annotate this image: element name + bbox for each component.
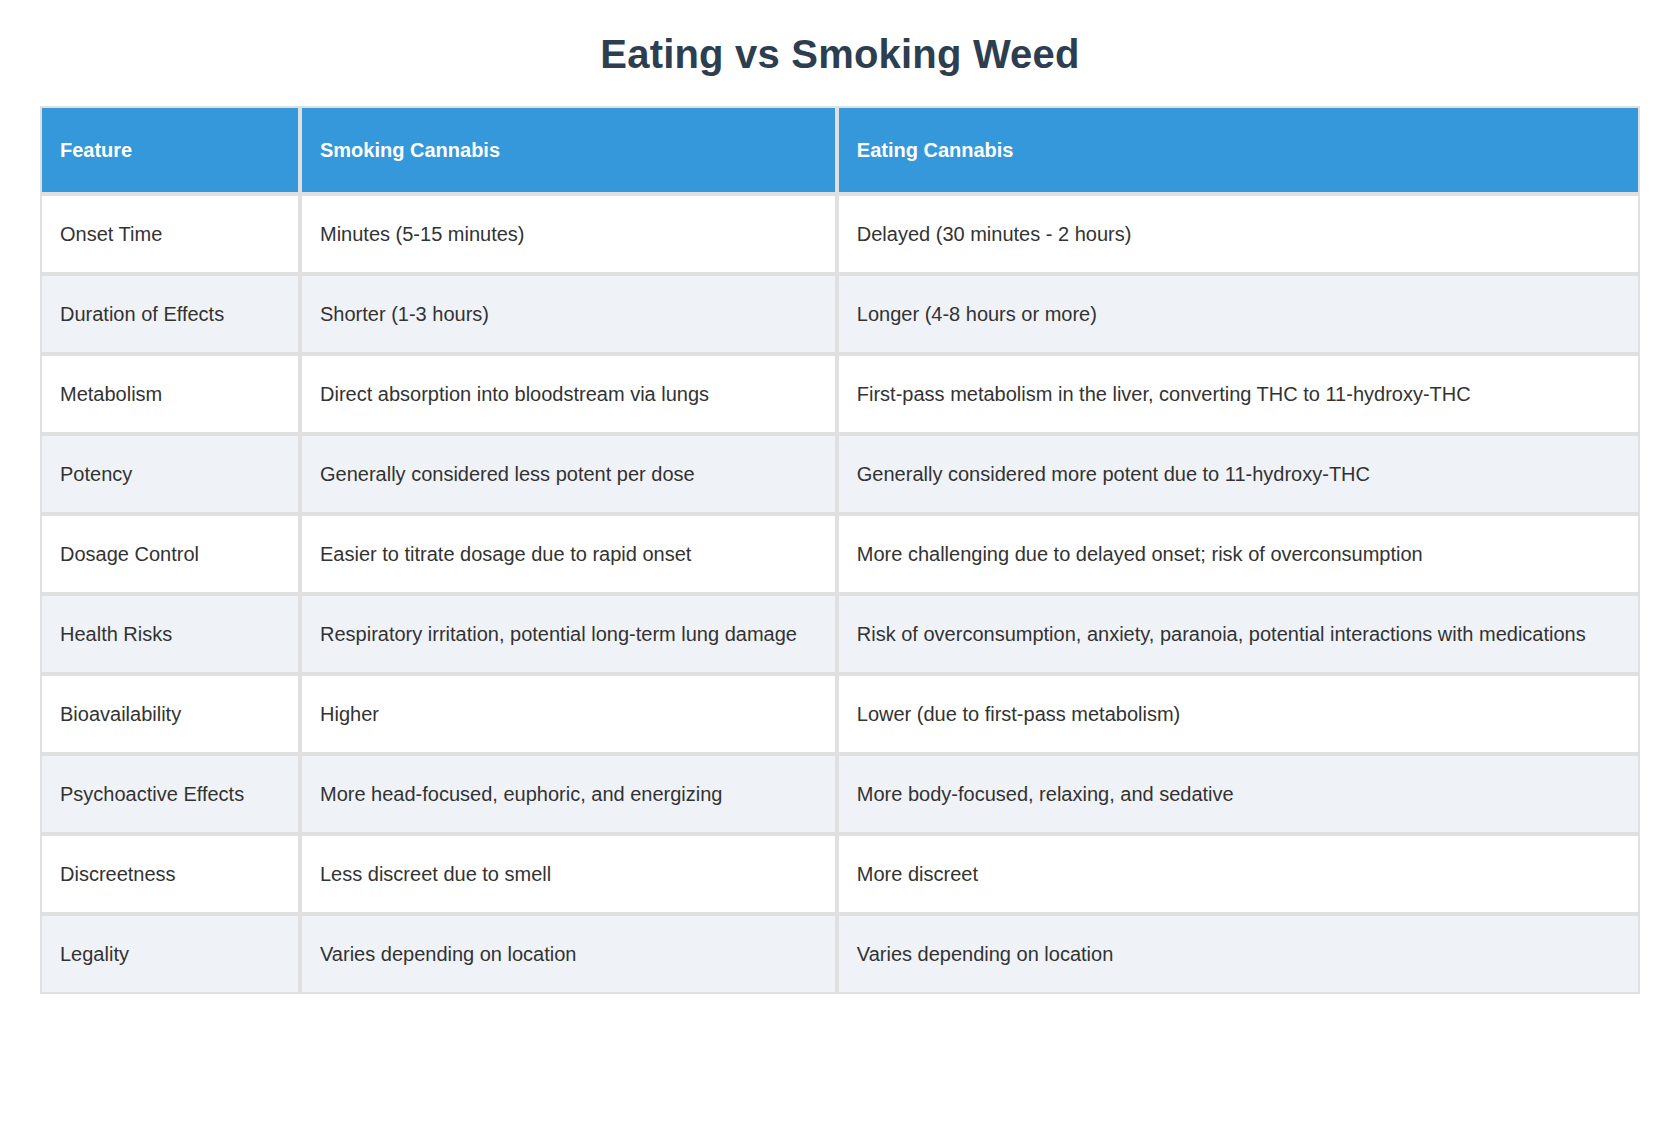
cell-feature: Metabolism <box>40 354 300 434</box>
cell-eating: Risk of overconsumption, anxiety, parano… <box>837 594 1640 674</box>
table-row: LegalityVaries depending on locationVari… <box>40 914 1640 994</box>
table-row: MetabolismDirect absorption into bloodst… <box>40 354 1640 434</box>
cell-eating: Lower (due to first-pass metabolism) <box>837 674 1640 754</box>
cell-smoking: Higher <box>300 674 837 754</box>
cell-feature: Potency <box>40 434 300 514</box>
cell-smoking: Easier to titrate dosage due to rapid on… <box>300 514 837 594</box>
cell-feature: Bioavailability <box>40 674 300 754</box>
cell-feature: Health Risks <box>40 594 300 674</box>
cell-smoking: More head-focused, euphoric, and energiz… <box>300 754 837 834</box>
column-header-feature: Feature <box>40 106 300 194</box>
cell-smoking: Generally considered less potent per dos… <box>300 434 837 514</box>
cell-eating: First-pass metabolism in the liver, conv… <box>837 354 1640 434</box>
cell-feature: Onset Time <box>40 194 300 274</box>
cell-smoking: Shorter (1-3 hours) <box>300 274 837 354</box>
cell-smoking: Less discreet due to smell <box>300 834 837 914</box>
cell-feature: Dosage Control <box>40 514 300 594</box>
table-row: Duration of EffectsShorter (1-3 hours)Lo… <box>40 274 1640 354</box>
cell-smoking: Minutes (5-15 minutes) <box>300 194 837 274</box>
table-row: BioavailabilityHigherLower (due to first… <box>40 674 1640 754</box>
cell-feature: Duration of Effects <box>40 274 300 354</box>
page: Eating vs Smoking Weed Feature Smoking C… <box>0 30 1680 1128</box>
cell-smoking: Varies depending on location <box>300 914 837 994</box>
cell-eating: Generally considered more potent due to … <box>837 434 1640 514</box>
cell-eating: More body-focused, relaxing, and sedativ… <box>837 754 1640 834</box>
cell-eating: More challenging due to delayed onset; r… <box>837 514 1640 594</box>
table-row: Onset TimeMinutes (5-15 minutes)Delayed … <box>40 194 1640 274</box>
cell-eating: Varies depending on location <box>837 914 1640 994</box>
cell-eating: Delayed (30 minutes - 2 hours) <box>837 194 1640 274</box>
cell-eating: Longer (4-8 hours or more) <box>837 274 1640 354</box>
cell-feature: Legality <box>40 914 300 994</box>
table-row: DiscreetnessLess discreet due to smellMo… <box>40 834 1640 914</box>
cell-smoking: Respiratory irritation, potential long-t… <box>300 594 837 674</box>
column-header-eating-cannabis: Eating Cannabis <box>837 106 1640 194</box>
comparison-table: Feature Smoking Cannabis Eating Cannabis… <box>40 106 1640 994</box>
column-header-smoking-cannabis: Smoking Cannabis <box>300 106 837 194</box>
table-row: PotencyGenerally considered less potent … <box>40 434 1640 514</box>
table-row: Dosage ControlEasier to titrate dosage d… <box>40 514 1640 594</box>
table-row: Health RisksRespiratory irritation, pote… <box>40 594 1640 674</box>
header-row: Feature Smoking Cannabis Eating Cannabis <box>40 106 1640 194</box>
page-title: Eating vs Smoking Weed <box>0 30 1680 78</box>
cell-eating: More discreet <box>837 834 1640 914</box>
cell-smoking: Direct absorption into bloodstream via l… <box>300 354 837 434</box>
cell-feature: Psychoactive Effects <box>40 754 300 834</box>
cell-feature: Discreetness <box>40 834 300 914</box>
table-row: Psychoactive EffectsMore head-focused, e… <box>40 754 1640 834</box>
table-body: Onset TimeMinutes (5-15 minutes)Delayed … <box>40 194 1640 994</box>
